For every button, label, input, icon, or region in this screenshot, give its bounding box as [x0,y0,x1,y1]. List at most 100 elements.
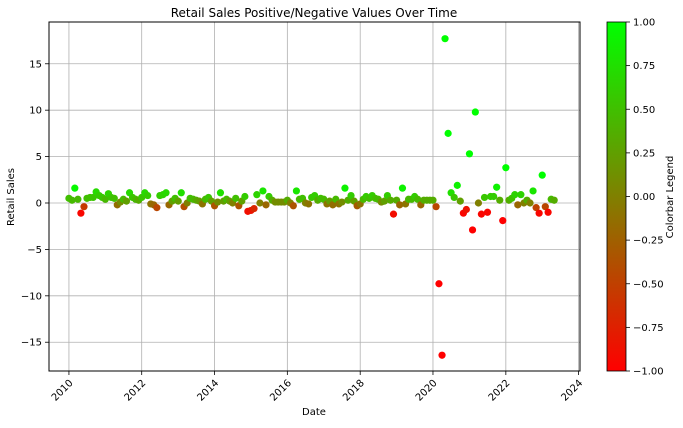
data-point [471,108,479,116]
data-point [289,202,297,210]
x-axis-ticks: 2010 2012 2014 2016 2018 2020 2022 2024 [50,371,585,404]
data-point [77,209,85,217]
data-point [232,194,240,202]
data-point [477,210,486,218]
x-tick-label: 2022 [487,378,513,404]
data-point [253,191,261,199]
data-point [398,184,407,192]
data-point [177,189,185,197]
data-point [414,195,422,203]
y-tick-label: 15 [29,59,42,70]
y-axis-ticks: −15 −10 −5 0 5 10 15 [21,59,49,349]
data-point [490,192,498,201]
data-point [511,191,519,199]
data-point [341,184,349,192]
data-point [89,193,97,202]
data-point [80,203,88,211]
y-tick-label: 10 [29,106,42,117]
data-point [535,209,543,217]
colorbar-tick-label: −1.00 [633,367,664,378]
x-tick-label: 2020 [414,378,440,404]
data-point [347,191,355,200]
data-point [456,197,464,205]
y-tick-label: 5 [36,152,42,163]
data-point [438,351,446,359]
data-point [216,189,225,197]
data-point [71,184,79,192]
data-point [214,198,222,206]
colorbar-tick-label: −0.75 [633,323,664,334]
data-point [541,203,549,211]
data-point [474,199,483,207]
data-point [514,201,522,209]
y-tick-label: −5 [27,245,42,256]
data-point [429,196,437,204]
colorbar-tick-label: 0.50 [633,105,655,116]
data-point [450,193,458,202]
data-point [101,195,109,203]
colorbar [606,21,627,372]
data-point [432,203,440,211]
colorbar-tick-label: −0.50 [633,279,664,290]
data-point [338,198,346,206]
data-point [262,201,270,209]
data-point [499,217,507,225]
data-point [483,208,492,216]
data-point [453,181,461,189]
data-point [468,226,477,234]
data-point [380,197,389,205]
data-point [292,187,301,195]
data-points [65,35,558,359]
data-point [462,205,470,214]
x-axis-label: Date [302,407,326,418]
data-point [122,197,131,205]
colorbar-label: Colorbar Legend [665,156,676,239]
x-tick-label: 2024 [559,378,585,404]
data-point [256,199,264,207]
data-point [110,194,118,202]
y-tick-label: −15 [21,338,42,349]
x-tick-label: 2012 [123,378,149,404]
colorbar-ticks: −1.00 −0.75 −0.50 −0.25 0.00 0.25 0.50 0.75 1.00 [626,18,664,378]
colorbar-tick-label: −0.25 [633,236,664,247]
y-tick-label: 0 [36,198,42,209]
data-point [480,193,489,202]
data-point [465,150,474,158]
data-point [538,171,546,179]
data-point [68,196,76,204]
y-axis-label: Retail Sales [6,168,17,226]
data-point [526,199,534,207]
data-point [153,204,161,212]
data-point [304,200,313,208]
chart-title: Retail Sales Positive/Negative Values Ov… [171,6,458,20]
data-point [550,196,558,204]
data-point [259,187,267,195]
data-point [444,129,452,137]
data-point [241,192,249,201]
data-point [544,208,552,216]
x-tick-label: 2010 [50,378,76,404]
data-point [532,204,540,212]
colorbar-tick-label: 1.00 [633,18,655,29]
data-point [74,195,82,203]
data-point [389,210,398,218]
data-point [493,183,501,191]
plot-frame [48,21,581,372]
data-point [441,35,449,43]
data-point [435,280,443,288]
x-tick-label: 2018 [341,378,367,404]
y-tick-label: −10 [21,291,42,302]
data-point [144,191,152,200]
data-point [250,204,258,213]
colorbar-tick-label: 0.00 [633,192,655,203]
data-point [174,197,182,205]
x-tick-label: 2014 [195,378,221,404]
x-tick-label: 2016 [268,378,294,404]
data-point [329,201,337,209]
data-point [162,189,170,197]
colorbar-tick-label: 0.25 [633,148,655,159]
data-point [386,196,395,204]
data-point [496,196,504,204]
